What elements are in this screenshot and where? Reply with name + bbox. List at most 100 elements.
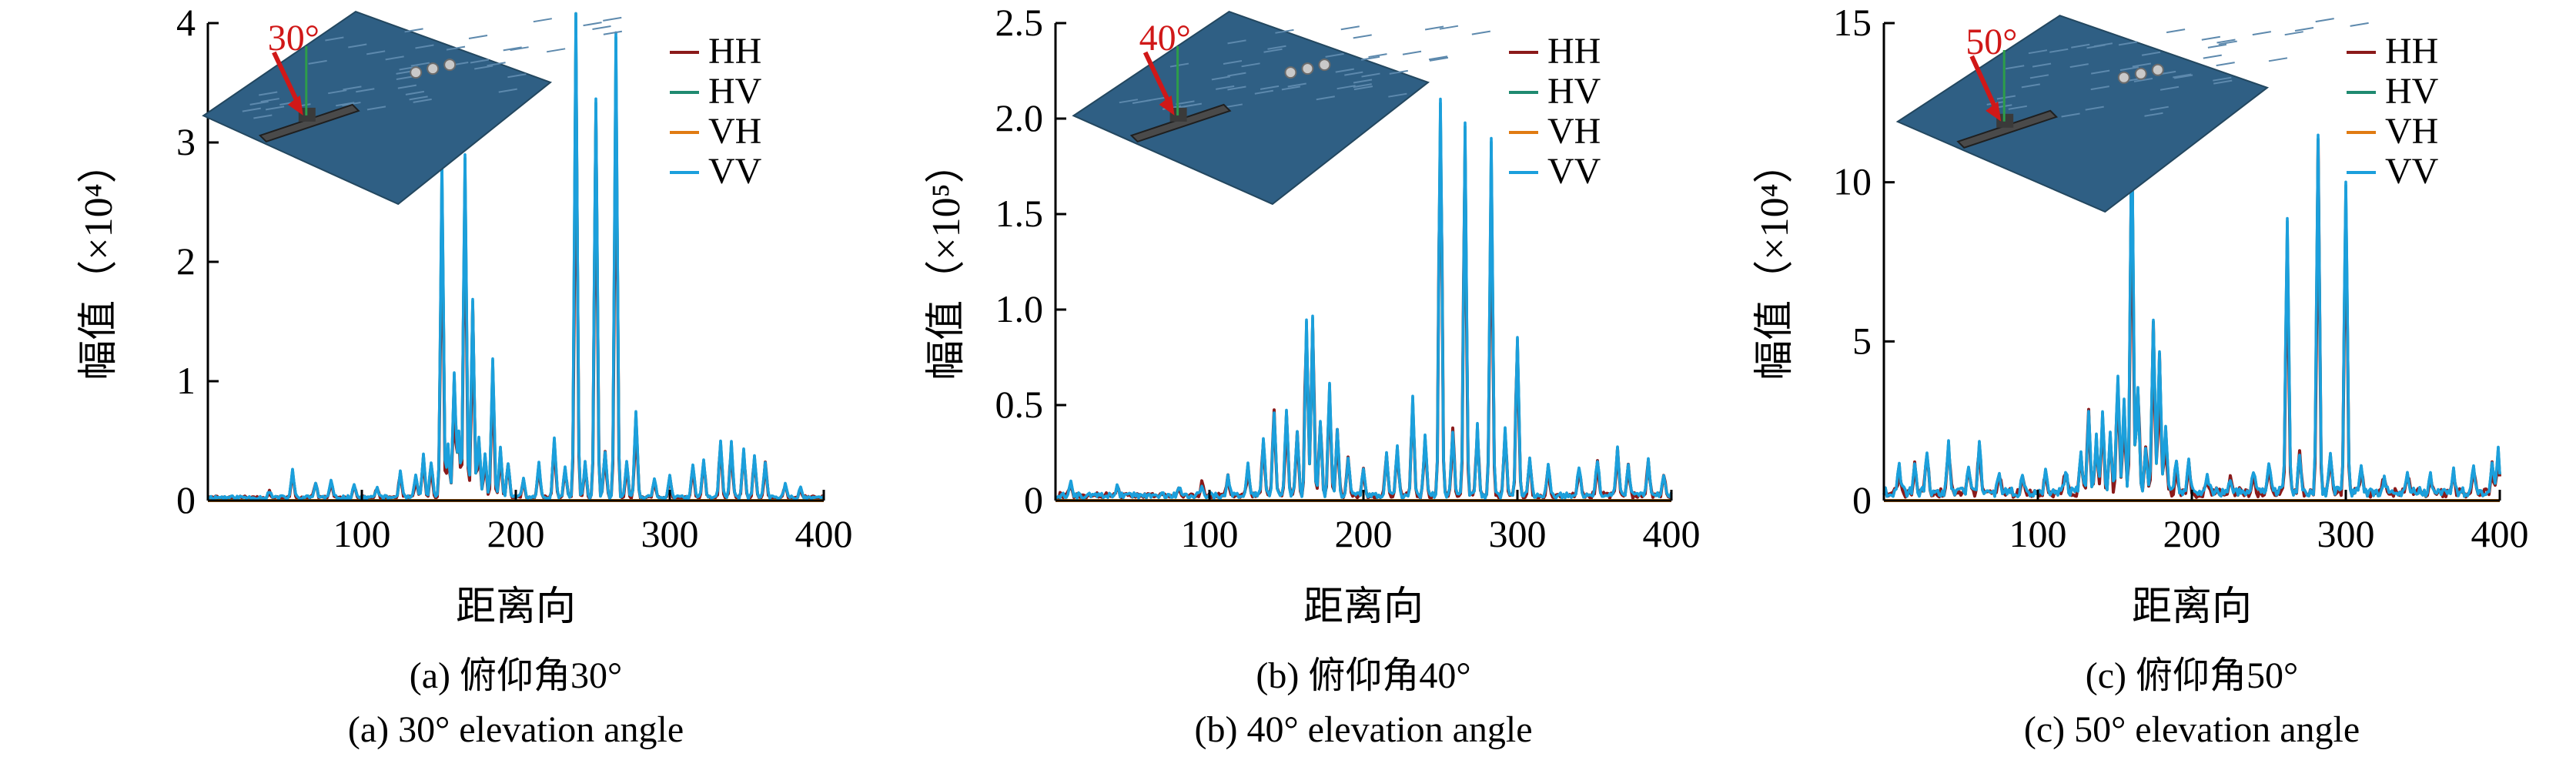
ship-hull [1956,109,2059,149]
wave-mark [1241,62,1260,68]
wave-mark [253,114,273,119]
legend-label-hh: HH [708,31,761,72]
wave-mark [1353,83,1372,89]
buoy-marker [2134,67,2147,80]
wave-mark [397,84,417,89]
wave-mark [503,46,522,52]
wave-mark [1223,60,1243,65]
wave-mark [1267,45,1286,50]
legend-label-vv: VV [1547,151,1601,192]
ship-scene-inset: 30° [202,10,623,206]
wave-mark [415,44,434,49]
wave-mark [366,50,386,55]
buoy-marker [2151,63,2164,76]
wave-mark [2008,105,2027,110]
y-tick-label: 3 [176,120,196,163]
x-tick-label: 200 [487,512,545,555]
wave-mark [468,35,488,39]
x-tick-label: 400 [2471,512,2529,555]
wave-mark [2021,83,2040,89]
wave-mark [1368,53,1387,59]
legend-label-vh: VH [708,111,761,152]
red-arrow-head [1986,101,2002,122]
wave-mark [1353,79,1373,84]
legend-label-hv: HV [1547,71,1601,112]
elevation-annotation: 50° [1965,22,2017,62]
wave-mark [409,95,428,101]
legend-label-vh: VH [2385,111,2438,152]
x-tick-label: 200 [2163,512,2221,555]
y-tick-label: 4 [176,1,196,44]
wave-mark [2207,43,2227,49]
wave-mark [2029,74,2049,79]
wave-mark [546,48,566,53]
chart-panel-b: 0 0.5 1.0 1.5 2.0 2.5 100 200 300 400 距离向 幅值（×10⁵） 4… [925,1,1701,750]
wave-mark [1169,62,1189,68]
wave-mark [498,88,517,93]
x-tick-label: 300 [1489,512,1547,555]
series-line-vv [1055,97,1673,500]
x-axis-title: 距离向 [456,585,576,629]
wave-mark [583,22,602,27]
wave-mark [1337,85,1356,90]
wave-mark [2133,77,2153,82]
wave-mark [1216,85,1235,90]
wave-mark [1402,50,1422,55]
wave-mark [2284,31,2303,36]
wave-mark [2218,40,2237,45]
y-axis-title: 幅值（×10⁴） [1753,143,1797,380]
wave-mark [308,59,327,65]
wave-mark [1439,25,1459,30]
wave-mark [2216,62,2235,67]
ship-hull [1129,103,1232,143]
y-tick-label: 0 [1024,478,1043,521]
legend-label-vv: VV [708,151,762,192]
wave-mark [2350,22,2369,27]
red-arrow-icon [1969,55,2000,116]
x-tick-label: 400 [1643,512,1701,555]
wave-mark [348,43,367,49]
buoy-marker [1318,59,1331,72]
legend-label-vh: VH [1547,111,1601,152]
wave-mark [1316,95,1335,101]
sea-surface [1072,10,1430,206]
wave-mark [1344,71,1363,76]
wave-mark [2203,54,2222,59]
wave-mark [1353,34,1372,39]
wave-mark [470,59,490,64]
y-tick-label: 1.5 [995,192,1044,235]
y-tick-label: 1.0 [995,287,1044,330]
wave-mark [385,55,404,61]
wave-mark [2090,69,2110,75]
wave-mark [265,106,285,111]
caption-en: (c) 50° elevation angle [2024,709,2360,750]
y-tick-label: 0 [176,478,196,521]
legend-label-hh: HH [1547,31,1601,72]
wave-mark [1428,55,1448,61]
wave-mark [1275,28,1294,34]
x-axis-title: 距离向 [1303,585,1423,629]
wave-mark [325,36,344,42]
red-arrow-icon [272,51,303,109]
wave-mark [1388,92,1407,98]
wave-mark [603,30,623,35]
wave-mark [2006,65,2025,70]
wave-mark [328,89,347,95]
wave-mark [2049,48,2069,53]
ship-scene-inset: 50° [1895,15,2369,213]
wave-mark [1119,99,1139,104]
wave-mark [592,25,611,31]
elevation-annotation: 40° [1139,18,1191,59]
x-axis-title: 距离向 [2132,585,2252,629]
caption-cn: (c) 俯仰角50° [2086,655,2298,696]
wave-mark [603,16,622,22]
buoy-marker [2117,71,2130,84]
wave-mark [2294,26,2314,32]
wave-mark [1360,55,1380,61]
buoy-marker [443,59,457,72]
sea-surface [1895,15,2270,213]
wave-mark [1146,96,1166,102]
